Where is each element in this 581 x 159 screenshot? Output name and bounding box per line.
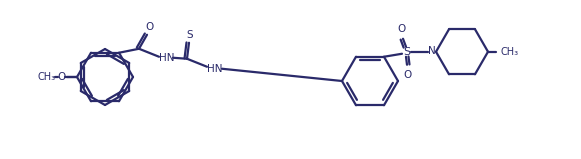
Text: O: O bbox=[145, 22, 153, 32]
Text: N: N bbox=[428, 46, 436, 56]
Text: O: O bbox=[403, 70, 411, 80]
Text: HN: HN bbox=[207, 64, 223, 74]
Text: O: O bbox=[398, 24, 406, 34]
Text: O: O bbox=[57, 72, 65, 82]
Text: S: S bbox=[403, 47, 411, 57]
Text: S: S bbox=[187, 30, 193, 40]
Text: HN: HN bbox=[159, 53, 175, 63]
Text: CH₃: CH₃ bbox=[501, 47, 519, 57]
Text: CH₃: CH₃ bbox=[38, 72, 56, 82]
